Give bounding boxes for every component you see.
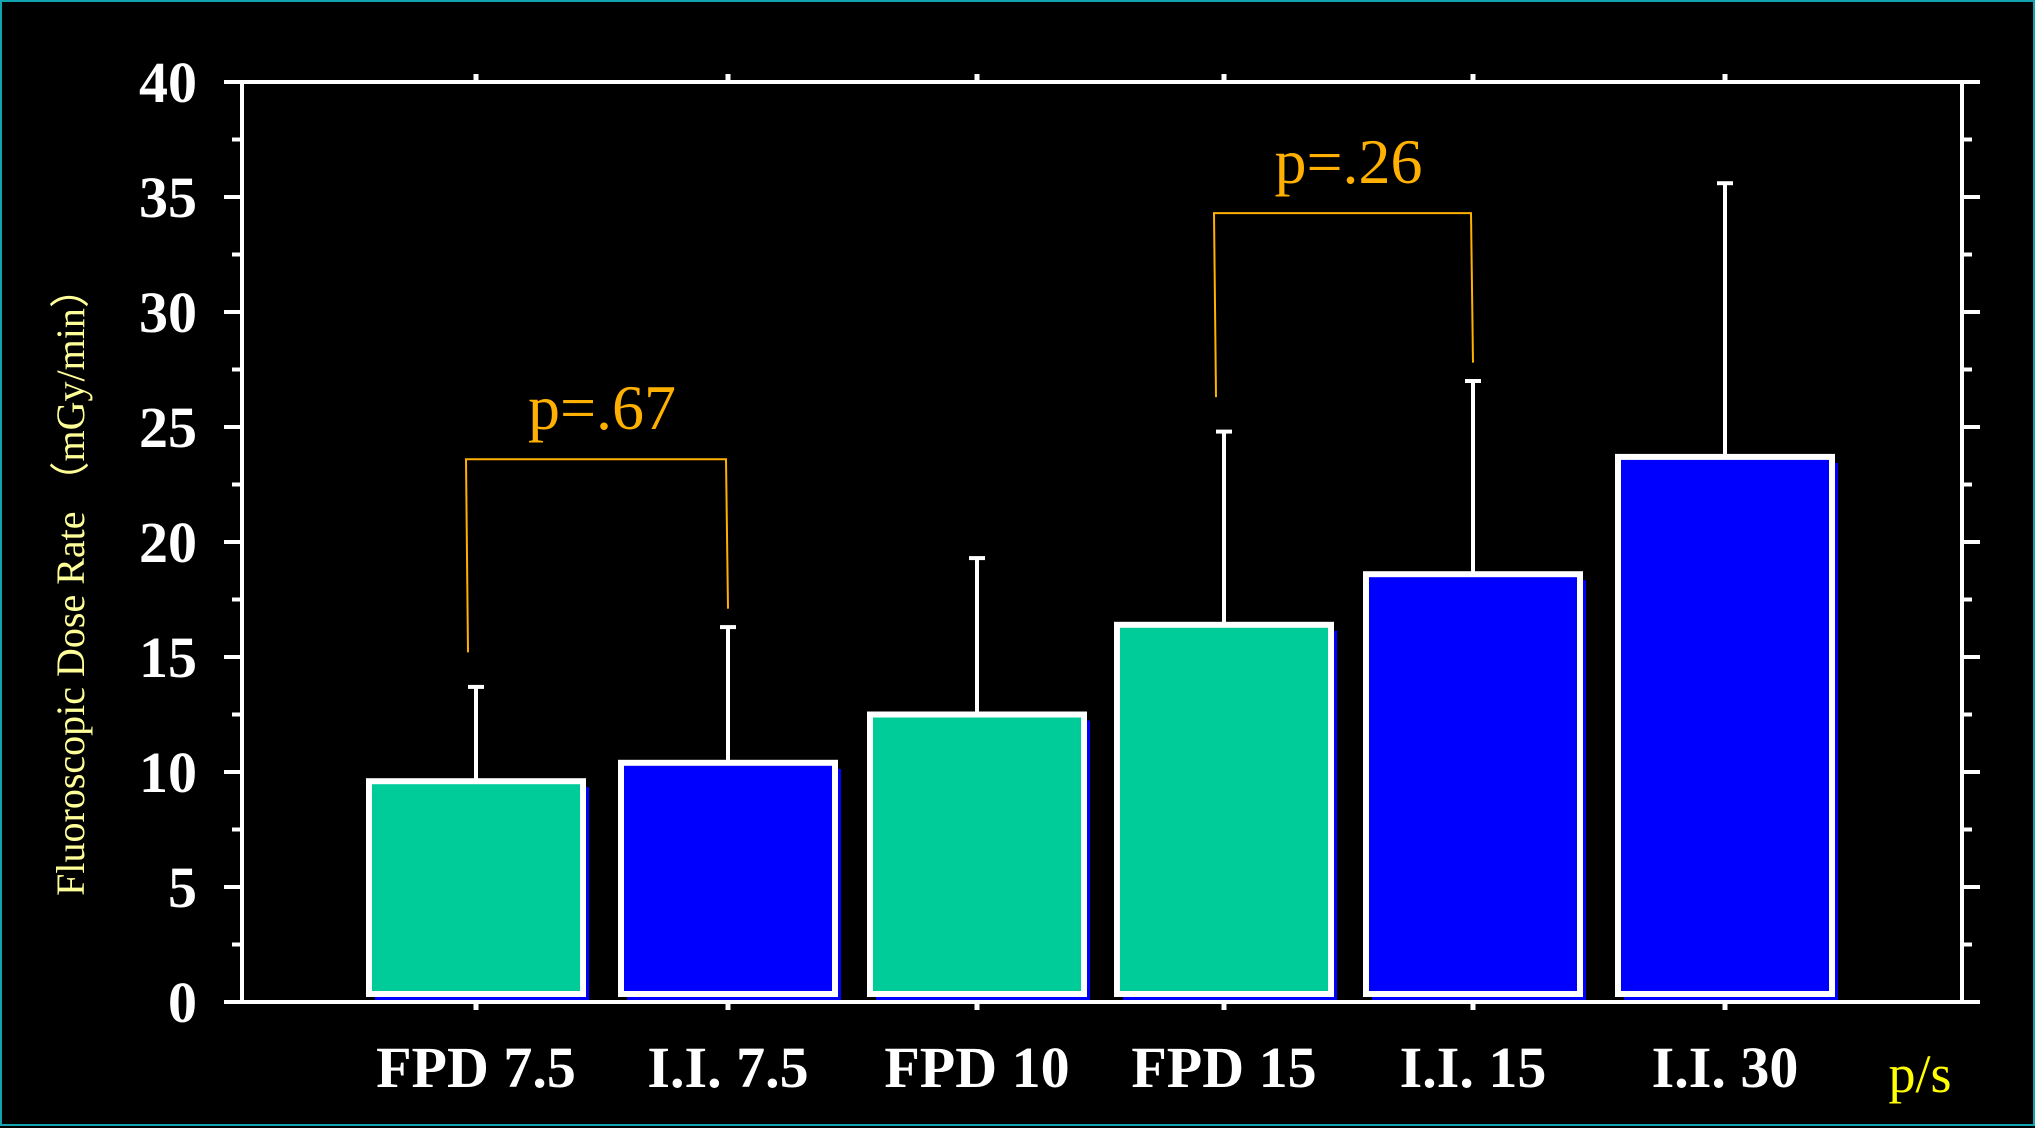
p-value-label: p=.67 <box>528 372 676 443</box>
bar <box>1615 453 1835 997</box>
chart-axes <box>224 74 1980 1010</box>
y-tick-label: 40 <box>139 50 197 115</box>
bar <box>618 759 838 997</box>
significance-bracket <box>1212 212 1474 398</box>
significance-brackets: p=.67 p=.26 <box>464 126 1474 653</box>
x-tick-label: FPD 15 <box>1131 1035 1316 1100</box>
bar-series <box>366 453 1838 1000</box>
y-tick-label: 20 <box>139 510 197 575</box>
error-bars <box>468 181 1733 782</box>
y-tick-label: 35 <box>139 165 197 230</box>
y-tick-label: 30 <box>139 280 197 345</box>
y-tick-label: 0 <box>168 970 197 1035</box>
x-tick-label: I.I. 15 <box>1400 1035 1547 1100</box>
x-axis-unit: p/s <box>1888 1044 1951 1104</box>
y-tick-label: 10 <box>139 740 197 805</box>
x-tick-label: I.I. 30 <box>1652 1035 1799 1100</box>
x-tick-label: FPD 10 <box>884 1035 1069 1100</box>
axis-labels: 0 5 10 15 20 25 30 35 40 FPD 7.5 I.I. 7.5 FPD 10 FPD… <box>139 50 1798 1100</box>
y-tick-label: 25 <box>139 395 197 460</box>
y-tick-label: 5 <box>168 855 197 920</box>
bar <box>1363 571 1583 997</box>
x-tick-label: I.I. 7.5 <box>647 1035 808 1100</box>
x-tick-label: FPD 7.5 <box>376 1035 576 1100</box>
p-value-label: p=.26 <box>1274 126 1422 197</box>
bar <box>1114 621 1334 997</box>
bar <box>867 711 1087 997</box>
significance-bracket <box>464 458 729 653</box>
bar <box>366 778 586 998</box>
y-axis-label: Fluoroscopic Dose Rate （mGy/min） <box>48 268 93 896</box>
y-tick-label: 15 <box>139 625 197 690</box>
